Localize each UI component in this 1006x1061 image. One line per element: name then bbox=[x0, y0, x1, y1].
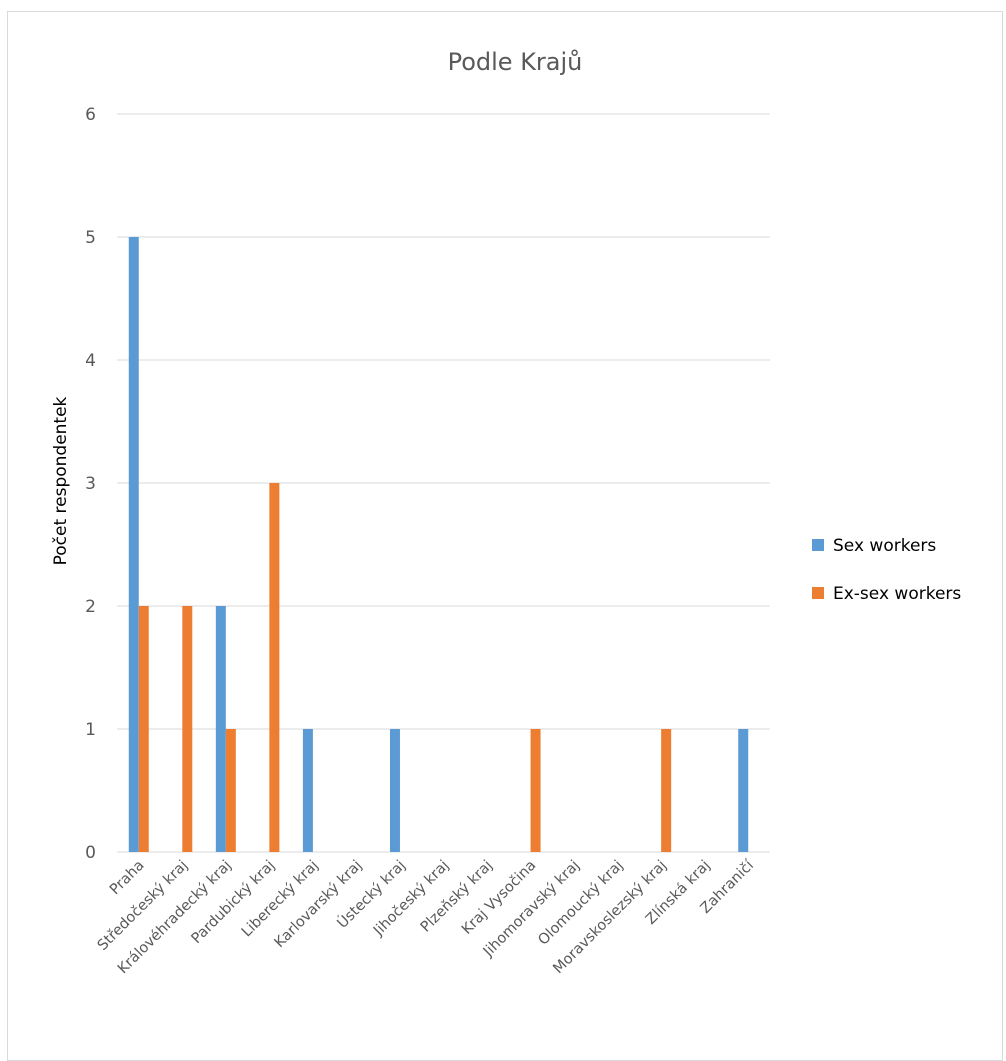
y-axis-title: Počet respondentek bbox=[51, 396, 71, 565]
y-tick-label: 0 bbox=[85, 843, 96, 863]
x-tick-label: Praha bbox=[107, 858, 148, 899]
legend: Sex workers Ex-sex workers bbox=[812, 536, 961, 604]
legend-swatch-ex-sex-workers bbox=[812, 587, 824, 599]
bar-sex-workers-6 bbox=[389, 729, 400, 852]
y-tick-label: 6 bbox=[85, 105, 96, 125]
x-tick-label: Jihočeský kraj bbox=[370, 858, 452, 940]
legend-swatch-sex-workers bbox=[812, 539, 824, 551]
bar-ex-sex-workers-3 bbox=[269, 483, 280, 852]
y-tick-label: 5 bbox=[85, 228, 96, 248]
y-tick-label: 2 bbox=[85, 597, 96, 617]
chart-frame bbox=[7, 11, 1003, 1061]
bar-sex-workers-2 bbox=[215, 606, 226, 852]
y-tick-label: 3 bbox=[85, 474, 96, 494]
chart-title: Podle Krajů bbox=[448, 48, 583, 76]
legend-label-sex-workers: Sex workers bbox=[833, 536, 936, 556]
bar-sex-workers-14 bbox=[738, 729, 749, 852]
gridlines bbox=[117, 113, 770, 853]
y-axis-ticks: 0 1 2 3 4 5 6 bbox=[85, 105, 96, 863]
bar-sex-workers-4 bbox=[302, 729, 313, 852]
bar-ex-sex-workers-12 bbox=[661, 729, 672, 852]
bar-sex-workers-0 bbox=[128, 237, 139, 852]
y-tick-label: 1 bbox=[85, 720, 96, 740]
bar-ex-sex-workers-2 bbox=[225, 729, 236, 852]
bars bbox=[128, 237, 749, 852]
bar-ex-sex-workers-0 bbox=[138, 606, 149, 852]
legend-label-ex-sex-workers: Ex-sex workers bbox=[833, 584, 961, 604]
bar-ex-sex-workers-1 bbox=[182, 606, 193, 852]
bar-ex-sex-workers-9 bbox=[530, 729, 541, 852]
x-tick-label: Liberecký kraj bbox=[239, 858, 322, 941]
y-tick-label: 4 bbox=[85, 351, 96, 371]
